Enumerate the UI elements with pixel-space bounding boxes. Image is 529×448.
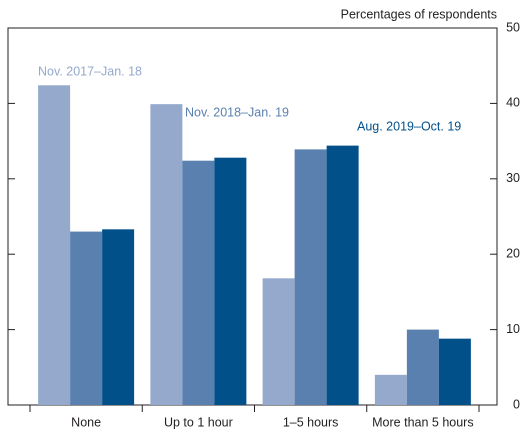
bar [38, 85, 71, 405]
bar [326, 145, 359, 405]
y-axis-label: Percentages of respondents [341, 7, 497, 21]
bar [70, 231, 103, 405]
y-tick-label: 50 [506, 20, 520, 34]
legend-label: Aug. 2019–Oct. 19 [357, 119, 461, 133]
x-tick-label: More than 5 hours [372, 415, 473, 429]
x-tick-label: None [71, 415, 101, 429]
legend-label: Nov. 2018–Jan. 19 [185, 105, 289, 119]
bar [438, 338, 471, 405]
plot-frame [7, 27, 498, 406]
y-tick-label: 20 [506, 246, 520, 260]
x-tick-label: Up to 1 hour [164, 415, 233, 429]
y-tick-label: 10 [506, 322, 520, 336]
bar [262, 278, 295, 405]
y-tick-label: 0 [513, 397, 520, 411]
bar [214, 157, 247, 405]
bar [294, 149, 327, 405]
bar [182, 160, 215, 405]
bar [374, 374, 407, 405]
bar [102, 229, 135, 405]
bar [406, 329, 439, 405]
y-tick-label: 30 [506, 171, 520, 185]
y-tick-label: 40 [506, 96, 520, 110]
legend-label: Nov. 2017–Jan. 18 [38, 64, 142, 78]
bar [150, 104, 183, 406]
x-tick-label: 1–5 hours [283, 415, 339, 429]
